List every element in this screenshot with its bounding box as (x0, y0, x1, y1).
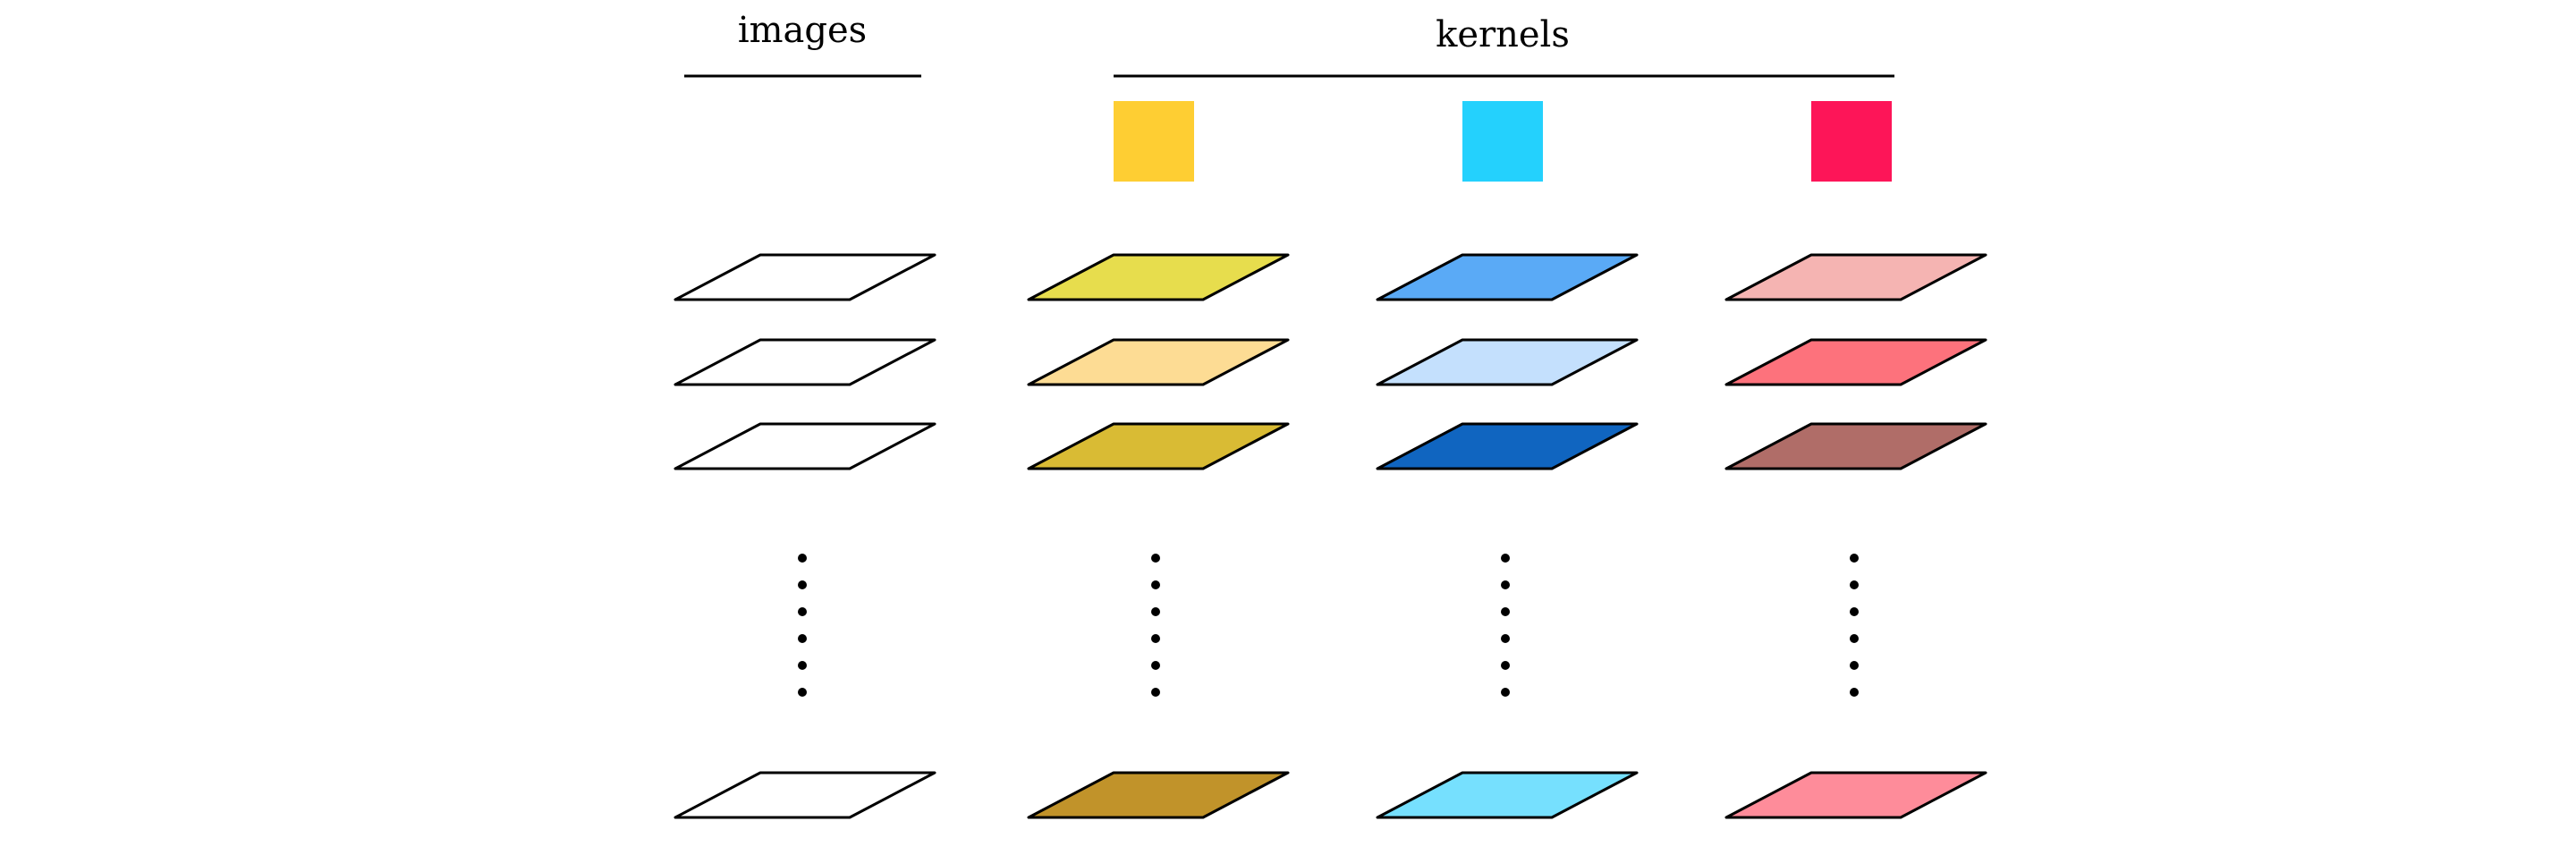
plane-yellow-last (1027, 771, 1290, 819)
ellipsis-dot (798, 688, 807, 697)
column-cyan (1376, 253, 1639, 819)
ellipsis-dot (1151, 580, 1160, 589)
column-yellow (1027, 253, 1290, 819)
column-images (674, 253, 936, 819)
ellipsis-red (1850, 554, 1859, 697)
plane-images-3 (674, 422, 936, 470)
ellipsis-dot (1501, 634, 1510, 643)
ellipsis-dot (1850, 554, 1859, 563)
ellipsis-dot (1850, 634, 1859, 643)
ellipsis-dot (1850, 688, 1859, 697)
ellipsis-dot (1850, 580, 1859, 589)
ellipsis-dot (798, 554, 807, 563)
ellipsis-dot (1151, 688, 1160, 697)
images-heading: images (738, 10, 867, 51)
ellipsis-dot (1501, 554, 1510, 563)
ellipsis-dot (1501, 661, 1510, 670)
ellipsis-dot (1501, 607, 1510, 616)
kernel-swatches (1114, 101, 1892, 182)
ellipsis-dot (1151, 634, 1160, 643)
column-red (1724, 253, 1987, 819)
ellipsis-dot (798, 607, 807, 616)
ellipsis-images (798, 554, 807, 697)
plane-images-last (674, 771, 936, 819)
ellipsis-cyan (1501, 554, 1510, 697)
kernels-heading: kernels (1436, 14, 1570, 55)
ellipsis-dot (1151, 554, 1160, 563)
kernel-swatch-red (1811, 101, 1892, 182)
plane-cyan-last (1376, 771, 1639, 819)
plane-red-1 (1724, 253, 1987, 301)
plane-images-2 (674, 338, 936, 386)
plane-images-1 (674, 253, 936, 301)
ellipsis-dot (1850, 607, 1859, 616)
ellipsis-dot (1151, 661, 1160, 670)
plane-cyan-2 (1376, 338, 1639, 386)
plane-cyan-3 (1376, 422, 1639, 470)
vertical-ellipses (798, 554, 1859, 697)
plane-yellow-3 (1027, 422, 1290, 470)
ellipsis-dot (1151, 607, 1160, 616)
ellipsis-dot (798, 661, 807, 670)
feature-map-planes (674, 253, 1987, 819)
plane-yellow-2 (1027, 338, 1290, 386)
kernel-swatch-cyan (1462, 101, 1543, 182)
ellipsis-dot (1850, 661, 1859, 670)
ellipsis-yellow (1151, 554, 1160, 697)
ellipsis-dot (798, 580, 807, 589)
plane-yellow-1 (1027, 253, 1290, 301)
ellipsis-dot (798, 634, 807, 643)
plane-red-2 (1724, 338, 1987, 386)
plane-cyan-1 (1376, 253, 1639, 301)
kernel-swatch-yellow (1114, 101, 1194, 182)
ellipsis-dot (1501, 580, 1510, 589)
plane-red-3 (1724, 422, 1987, 470)
plane-red-last (1724, 771, 1987, 819)
ellipsis-dot (1501, 688, 1510, 697)
